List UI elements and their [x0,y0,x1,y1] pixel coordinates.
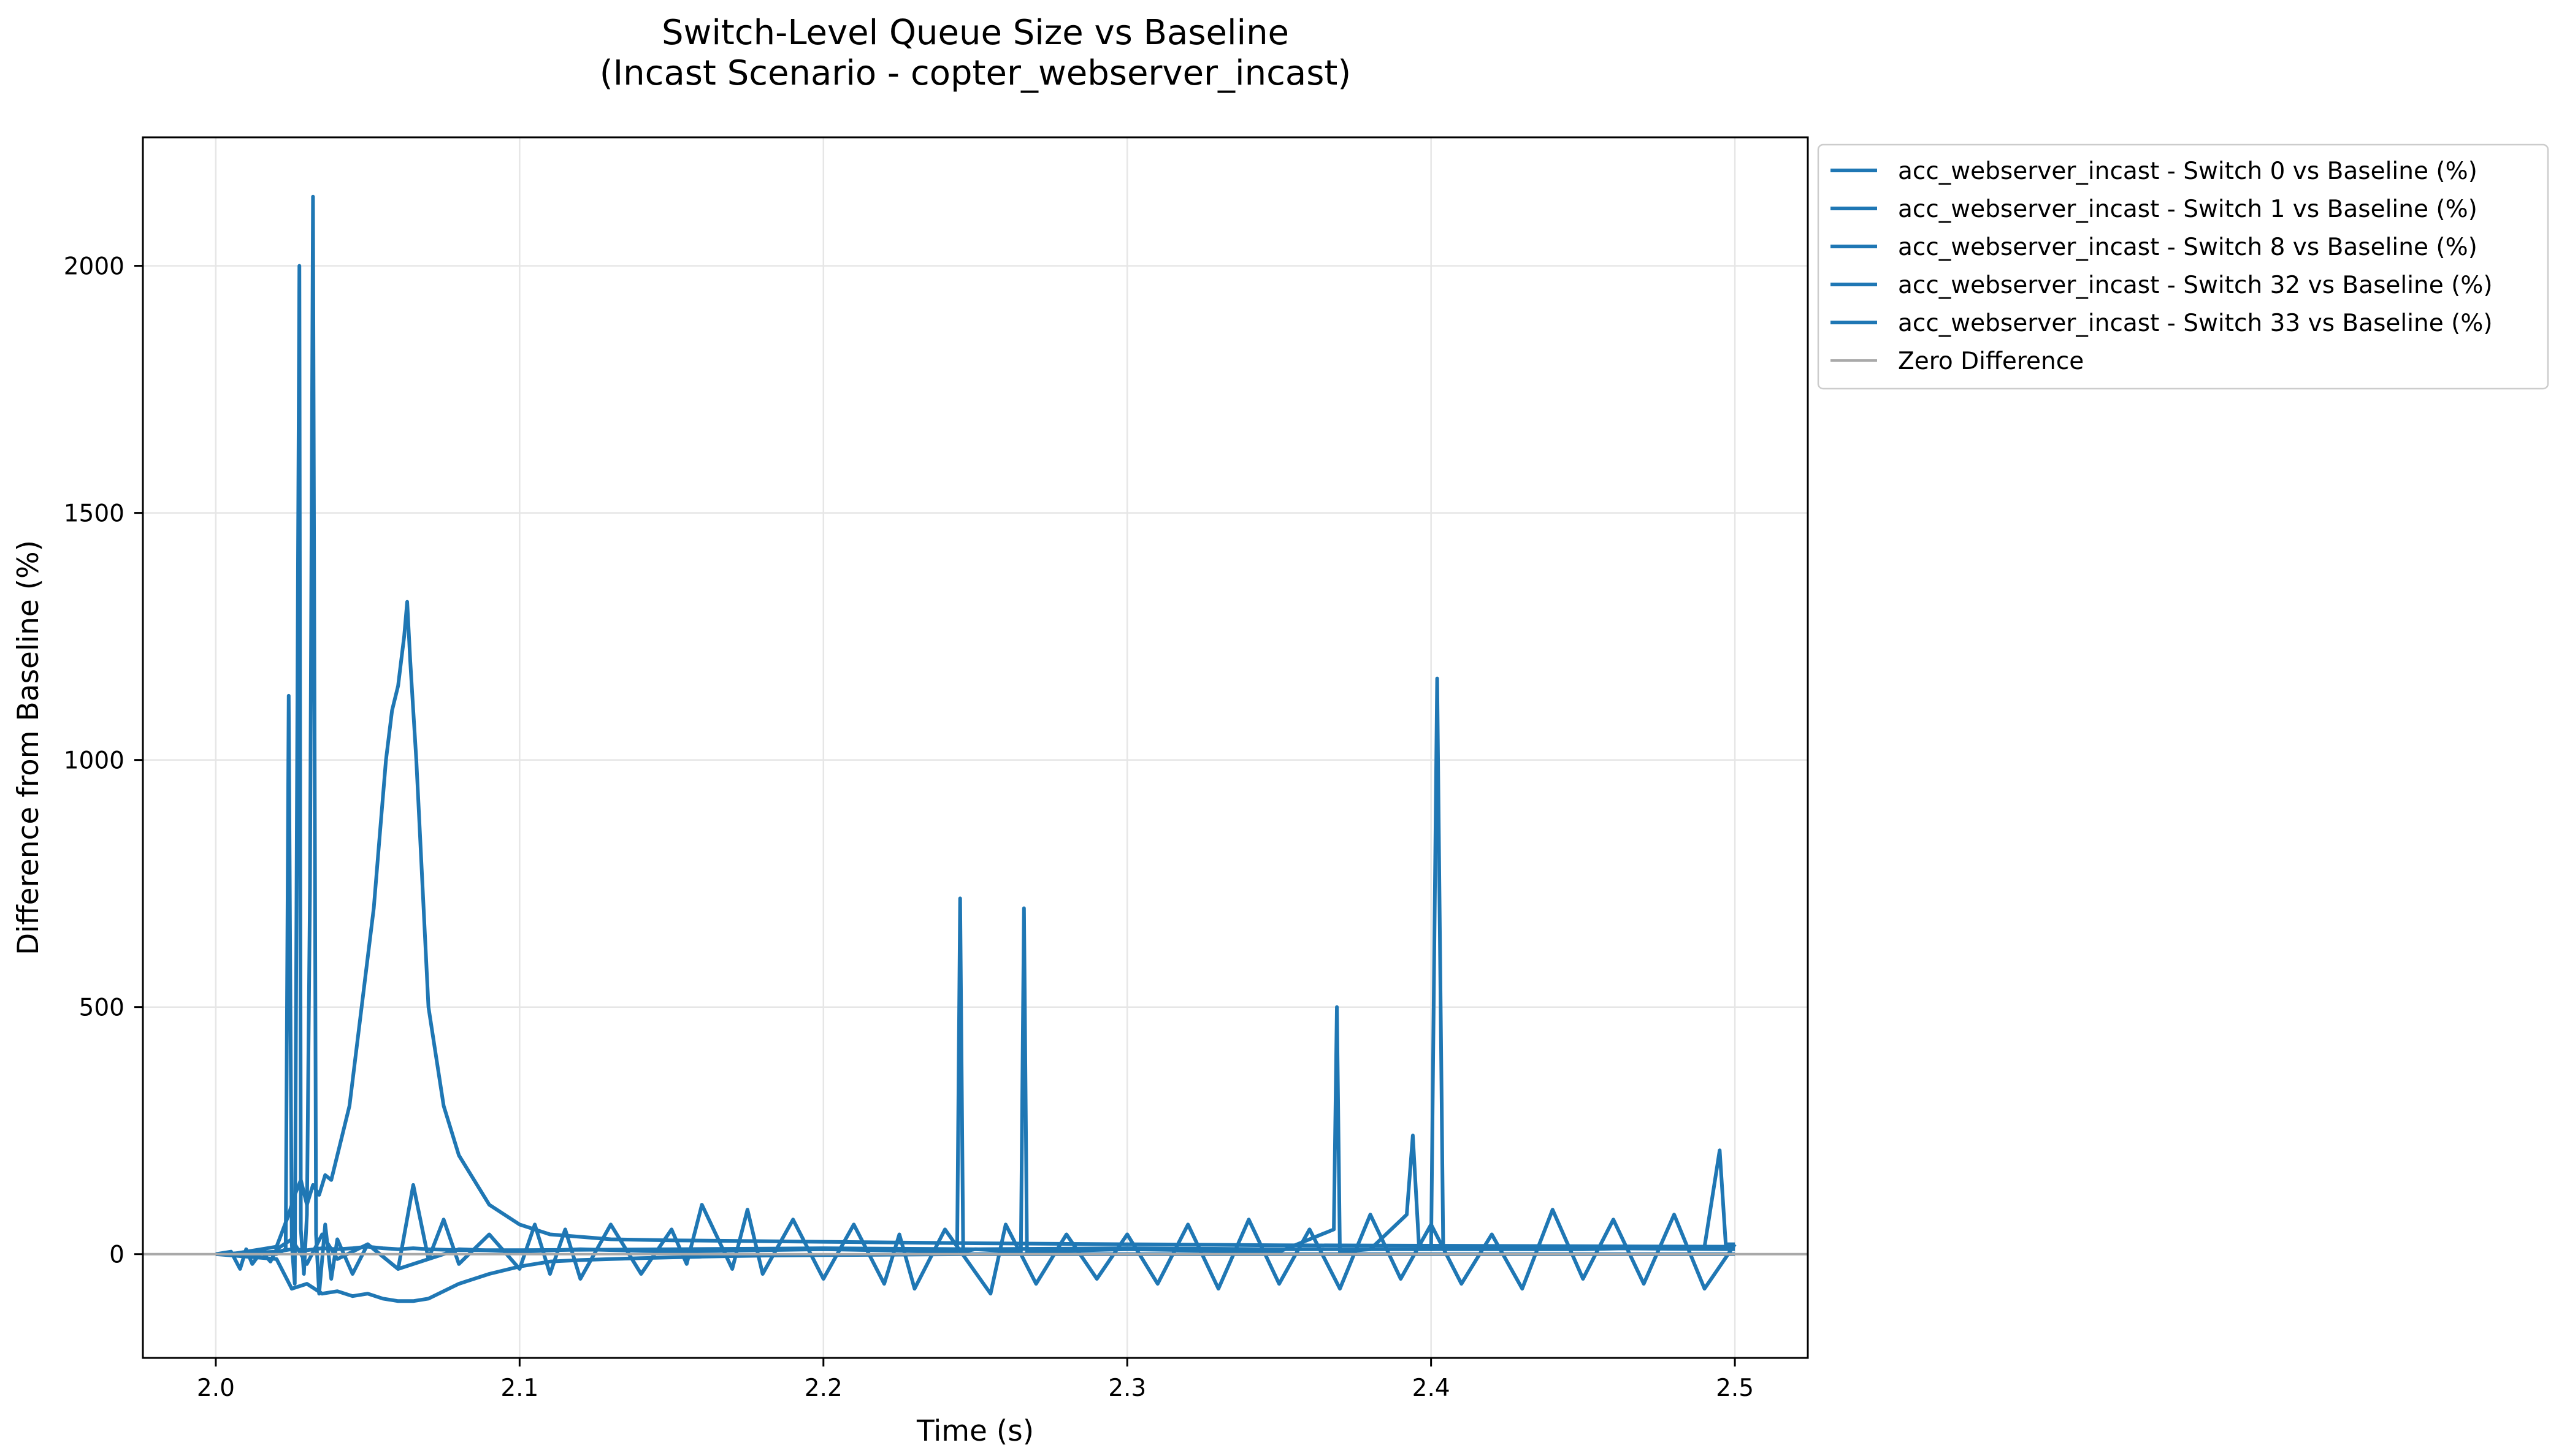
y-tick-label: 1000 [64,747,124,775]
x-tick-label: 2.0 [197,1374,235,1402]
x-tick-label: 2.3 [1108,1374,1146,1402]
legend-label: acc_webserver_incast - Switch 8 vs Basel… [1898,234,2477,261]
x-tick-label: 2.1 [500,1374,538,1402]
legend-label: acc_webserver_incast - Switch 1 vs Basel… [1898,196,2477,223]
series-line-0 [215,600,1735,1256]
y-tick-label: 0 [109,1241,124,1269]
x-tick-label: 2.2 [805,1374,843,1402]
plot-frame [142,136,1809,1359]
axis-ticks: 2.0 2.1 2.2 2.3 2.4 2.5 0 500 1000 1500 2000 [64,253,1754,1402]
chart-title: Switch-Level Queue Size vs Baseline [662,13,1289,53]
x-tick-label: 2.5 [1716,1374,1754,1402]
y-tick-label: 500 [79,994,124,1022]
y-tick-label: 2000 [64,253,124,281]
legend-label: acc_webserver_incast - Switch 33 vs Base… [1898,310,2493,337]
series-line-3 [215,1183,1737,1296]
y-tick-label: 1500 [64,500,124,528]
legend-label: acc_webserver_incast - Switch 0 vs Basel… [1898,158,2477,185]
legend-label: Zero Difference [1898,348,2084,375]
grid-lines [143,137,1808,1358]
legend-box [1817,143,2549,390]
x-axis-label: Time (s) [916,1414,1034,1448]
series-layer [143,194,1808,1303]
series-line-1 [215,194,1735,1296]
x-tick-label: 2.4 [1412,1374,1450,1402]
legend: acc_webserver_incast - Switch 0 vs Basel… [1817,143,2549,390]
legend-label: acc_webserver_incast - Switch 32 vs Base… [1898,272,2493,299]
y-axis-label: Difference from Baseline (%) [12,540,45,955]
series-line-4 [215,1244,1735,1256]
chart-subtitle: (Incast Scenario - copter_webserver_inca… [600,53,1351,93]
